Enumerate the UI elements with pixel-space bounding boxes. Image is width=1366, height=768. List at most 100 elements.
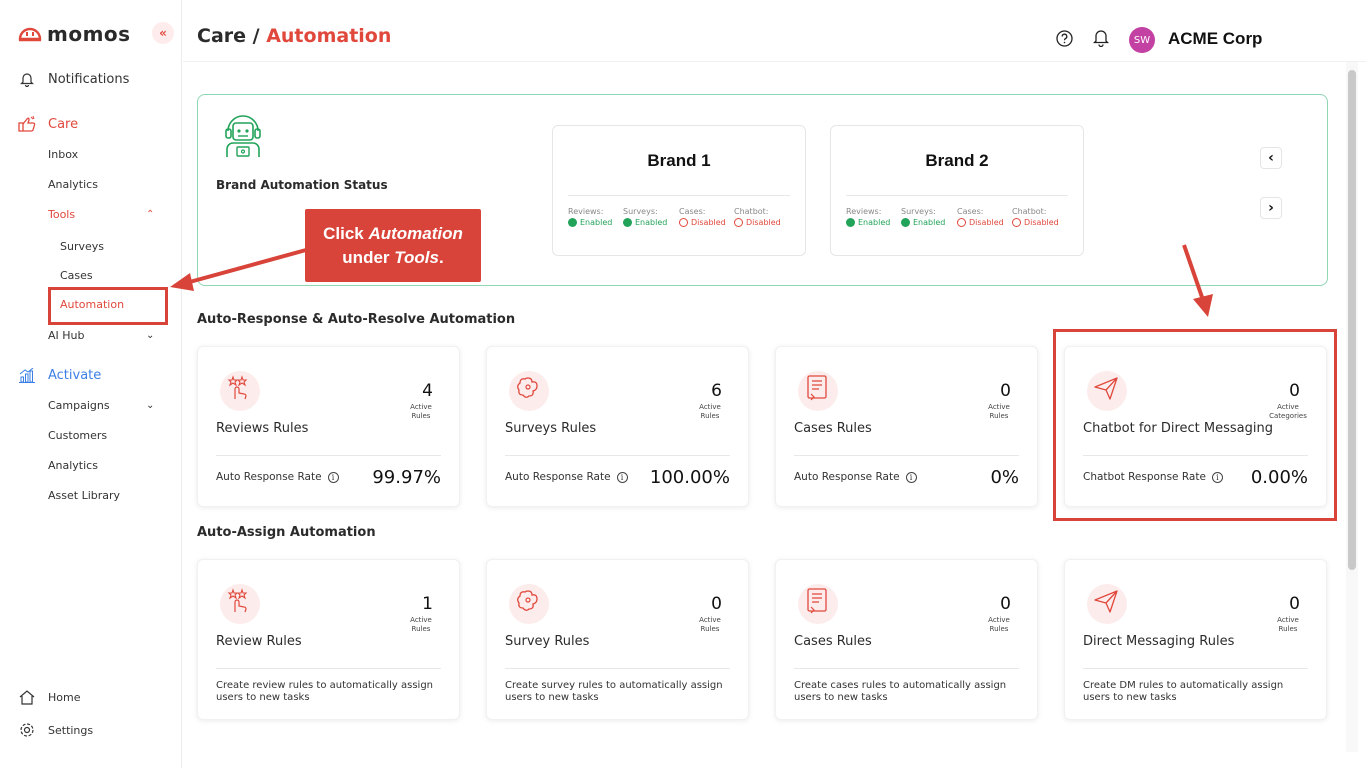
sidebar-label: Campaigns <box>48 398 110 412</box>
sidebar: momos « Notifications Care Inbox Analyti… <box>0 0 182 768</box>
brand-stat: Cases: Disabled <box>957 207 1004 227</box>
active-count-label: Active Rules <box>1277 616 1299 633</box>
brand-stat: Reviews: Enabled <box>846 207 890 227</box>
active-count-label: Active Rules <box>988 403 1010 420</box>
check-circle-icon <box>623 218 632 227</box>
empty-circle-icon <box>734 218 743 227</box>
empty-circle-icon <box>1012 218 1021 227</box>
active-count: 0 <box>1000 381 1011 401</box>
chevron-up-icon: ⌃ <box>146 208 155 220</box>
sidebar-label: Analytics <box>48 458 98 472</box>
divider <box>216 668 441 669</box>
automation-card[interactable]: 1 Active Rules Review Rules Create review r… <box>197 559 460 720</box>
card-title: Direct Messaging Rules <box>1083 634 1235 649</box>
sidebar-item-surveys[interactable]: Surveys <box>0 238 182 254</box>
sidebar-item-customers[interactable]: Customers <box>0 427 182 443</box>
brand-stat: Chatbot: Disabled <box>1012 207 1059 227</box>
info-icon[interactable]: i <box>1211 471 1223 483</box>
momos-logo[interactable]: momos <box>18 22 131 46</box>
brand-card[interactable]: Brand 1 Reviews: Enabled Surveys: Enable… <box>552 125 806 256</box>
automation-card[interactable]: 4 Active Rules Reviews Rules Auto Response … <box>197 346 460 507</box>
help-icon[interactable] <box>1056 30 1073 51</box>
breadcrumb-current: Automation <box>266 25 392 47</box>
active-count: 0 <box>711 594 722 614</box>
brand-name: Brand 2 <box>925 151 989 170</box>
sidebar-item-cases[interactable]: Cases <box>0 267 182 283</box>
sidebar-item-asset-library[interactable]: Asset Library <box>0 487 182 503</box>
stat-key: Cases: <box>679 207 706 216</box>
brand-stat: Chatbot: Disabled <box>734 207 781 227</box>
callout-emphasis: Automation <box>368 224 463 243</box>
info-icon[interactable]: i <box>905 471 917 483</box>
org-name[interactable]: ACME Corp <box>1168 29 1263 48</box>
stat-key: Cases: <box>957 207 984 216</box>
automation-card[interactable]: 0 Active Rules Direct Messaging Rules Creat… <box>1064 559 1327 720</box>
sidebar-item-analytics[interactable]: Analytics <box>0 176 182 192</box>
next-brand-button[interactable]: › <box>1260 197 1282 219</box>
surveys-icon <box>509 371 549 411</box>
active-count-label: Active Rules <box>699 616 721 633</box>
sidebar-item-tools[interactable]: Tools ⌃ <box>0 206 182 222</box>
sidebar-label: Home <box>48 690 81 704</box>
breadcrumb-parent[interactable]: Care / <box>197 25 267 47</box>
stat-value: Disabled <box>746 218 781 227</box>
sidebar-item-automation[interactable]: Automation <box>0 296 182 312</box>
info-icon[interactable]: i <box>616 471 628 483</box>
prev-brand-button[interactable]: ‹ <box>1260 147 1282 169</box>
stat-value: Enabled <box>635 218 668 227</box>
notification-bell-icon[interactable] <box>1092 29 1110 51</box>
sidebar-item-care[interactable]: Care <box>0 115 182 133</box>
automation-card[interactable]: 6 Active Rules Surveys Rules Auto Response … <box>486 346 749 507</box>
callout-emphasis: Tools <box>394 248 439 267</box>
sidebar-label: Care <box>48 116 79 132</box>
metric-label: Auto Response Rate i <box>794 471 917 483</box>
active-count-label: Active Rules <box>699 403 721 420</box>
divider <box>1083 668 1308 669</box>
card-title: Cases Rules <box>794 634 872 649</box>
metric-value: 0% <box>990 467 1019 488</box>
empty-circle-icon <box>957 218 966 227</box>
info-icon[interactable]: i <box>327 471 339 483</box>
automation-card[interactable]: 0 Active Rules Survey Rules Create survey r… <box>486 559 749 720</box>
scrollbar-thumb[interactable] <box>1348 70 1356 570</box>
auto-assign-section-title: Auto-Assign Automation <box>197 525 376 540</box>
sidebar-label: AI Hub <box>48 328 85 342</box>
cases-icon <box>798 584 838 624</box>
sidebar-item-inbox[interactable]: Inbox <box>0 146 182 162</box>
sidebar-label: Automation <box>60 297 125 311</box>
check-circle-icon <box>901 218 910 227</box>
sidebar-item-analytics-activate[interactable]: Analytics <box>0 457 182 473</box>
active-count: 0 <box>1289 381 1300 401</box>
breadcrumb: Care / Automation <box>197 25 391 47</box>
brand-stat: Reviews: Enabled <box>568 207 612 227</box>
automation-card[interactable]: 0 Active Rules Cases Rules Auto Response Ra… <box>775 346 1038 507</box>
callout-text: under <box>342 248 395 267</box>
sidebar-item-notifications[interactable]: Notifications <box>0 70 182 88</box>
auto-response-section-title: Auto-Response & Auto-Resolve Automation <box>197 312 516 327</box>
sidebar-item-ai-hub[interactable]: AI Hub ⌄ <box>0 327 182 343</box>
surveys-icon <box>509 584 549 624</box>
avatar[interactable]: SW <box>1129 27 1155 53</box>
sidebar-item-campaigns[interactable]: Campaigns ⌄ <box>0 397 182 413</box>
card-description: Create review rules to automatically ass… <box>216 680 434 703</box>
stat-key: Chatbot: <box>1012 207 1047 216</box>
divider <box>846 195 1068 196</box>
collapse-sidebar-button[interactable]: « <box>152 22 174 44</box>
stat-value: Enabled <box>858 218 891 227</box>
sidebar-label: Asset Library <box>48 488 121 502</box>
active-count: 6 <box>711 381 722 401</box>
automation-card[interactable]: 0 Active Rules Cases Rules Create cases rul… <box>775 559 1038 720</box>
sidebar-label: Tools <box>48 207 76 221</box>
brand-name: Brand 1 <box>647 151 711 170</box>
sidebar-item-activate[interactable]: Activate <box>0 366 182 384</box>
automation-card[interactable]: 0 Active Categories Chatbot for Direct Mes… <box>1064 346 1327 507</box>
brand-stat: Surveys: Enabled <box>623 207 667 227</box>
brand-card[interactable]: Brand 2 Reviews: Enabled Surveys: Enable… <box>830 125 1084 256</box>
bell-icon <box>18 70 36 88</box>
arrow-head-left <box>170 273 194 291</box>
stat-value: Enabled <box>913 218 946 227</box>
stat-key: Chatbot: <box>734 207 769 216</box>
sidebar-item-home[interactable]: Home <box>0 688 182 706</box>
stat-value: Disabled <box>969 218 1004 227</box>
sidebar-item-settings[interactable]: Settings <box>0 721 182 739</box>
